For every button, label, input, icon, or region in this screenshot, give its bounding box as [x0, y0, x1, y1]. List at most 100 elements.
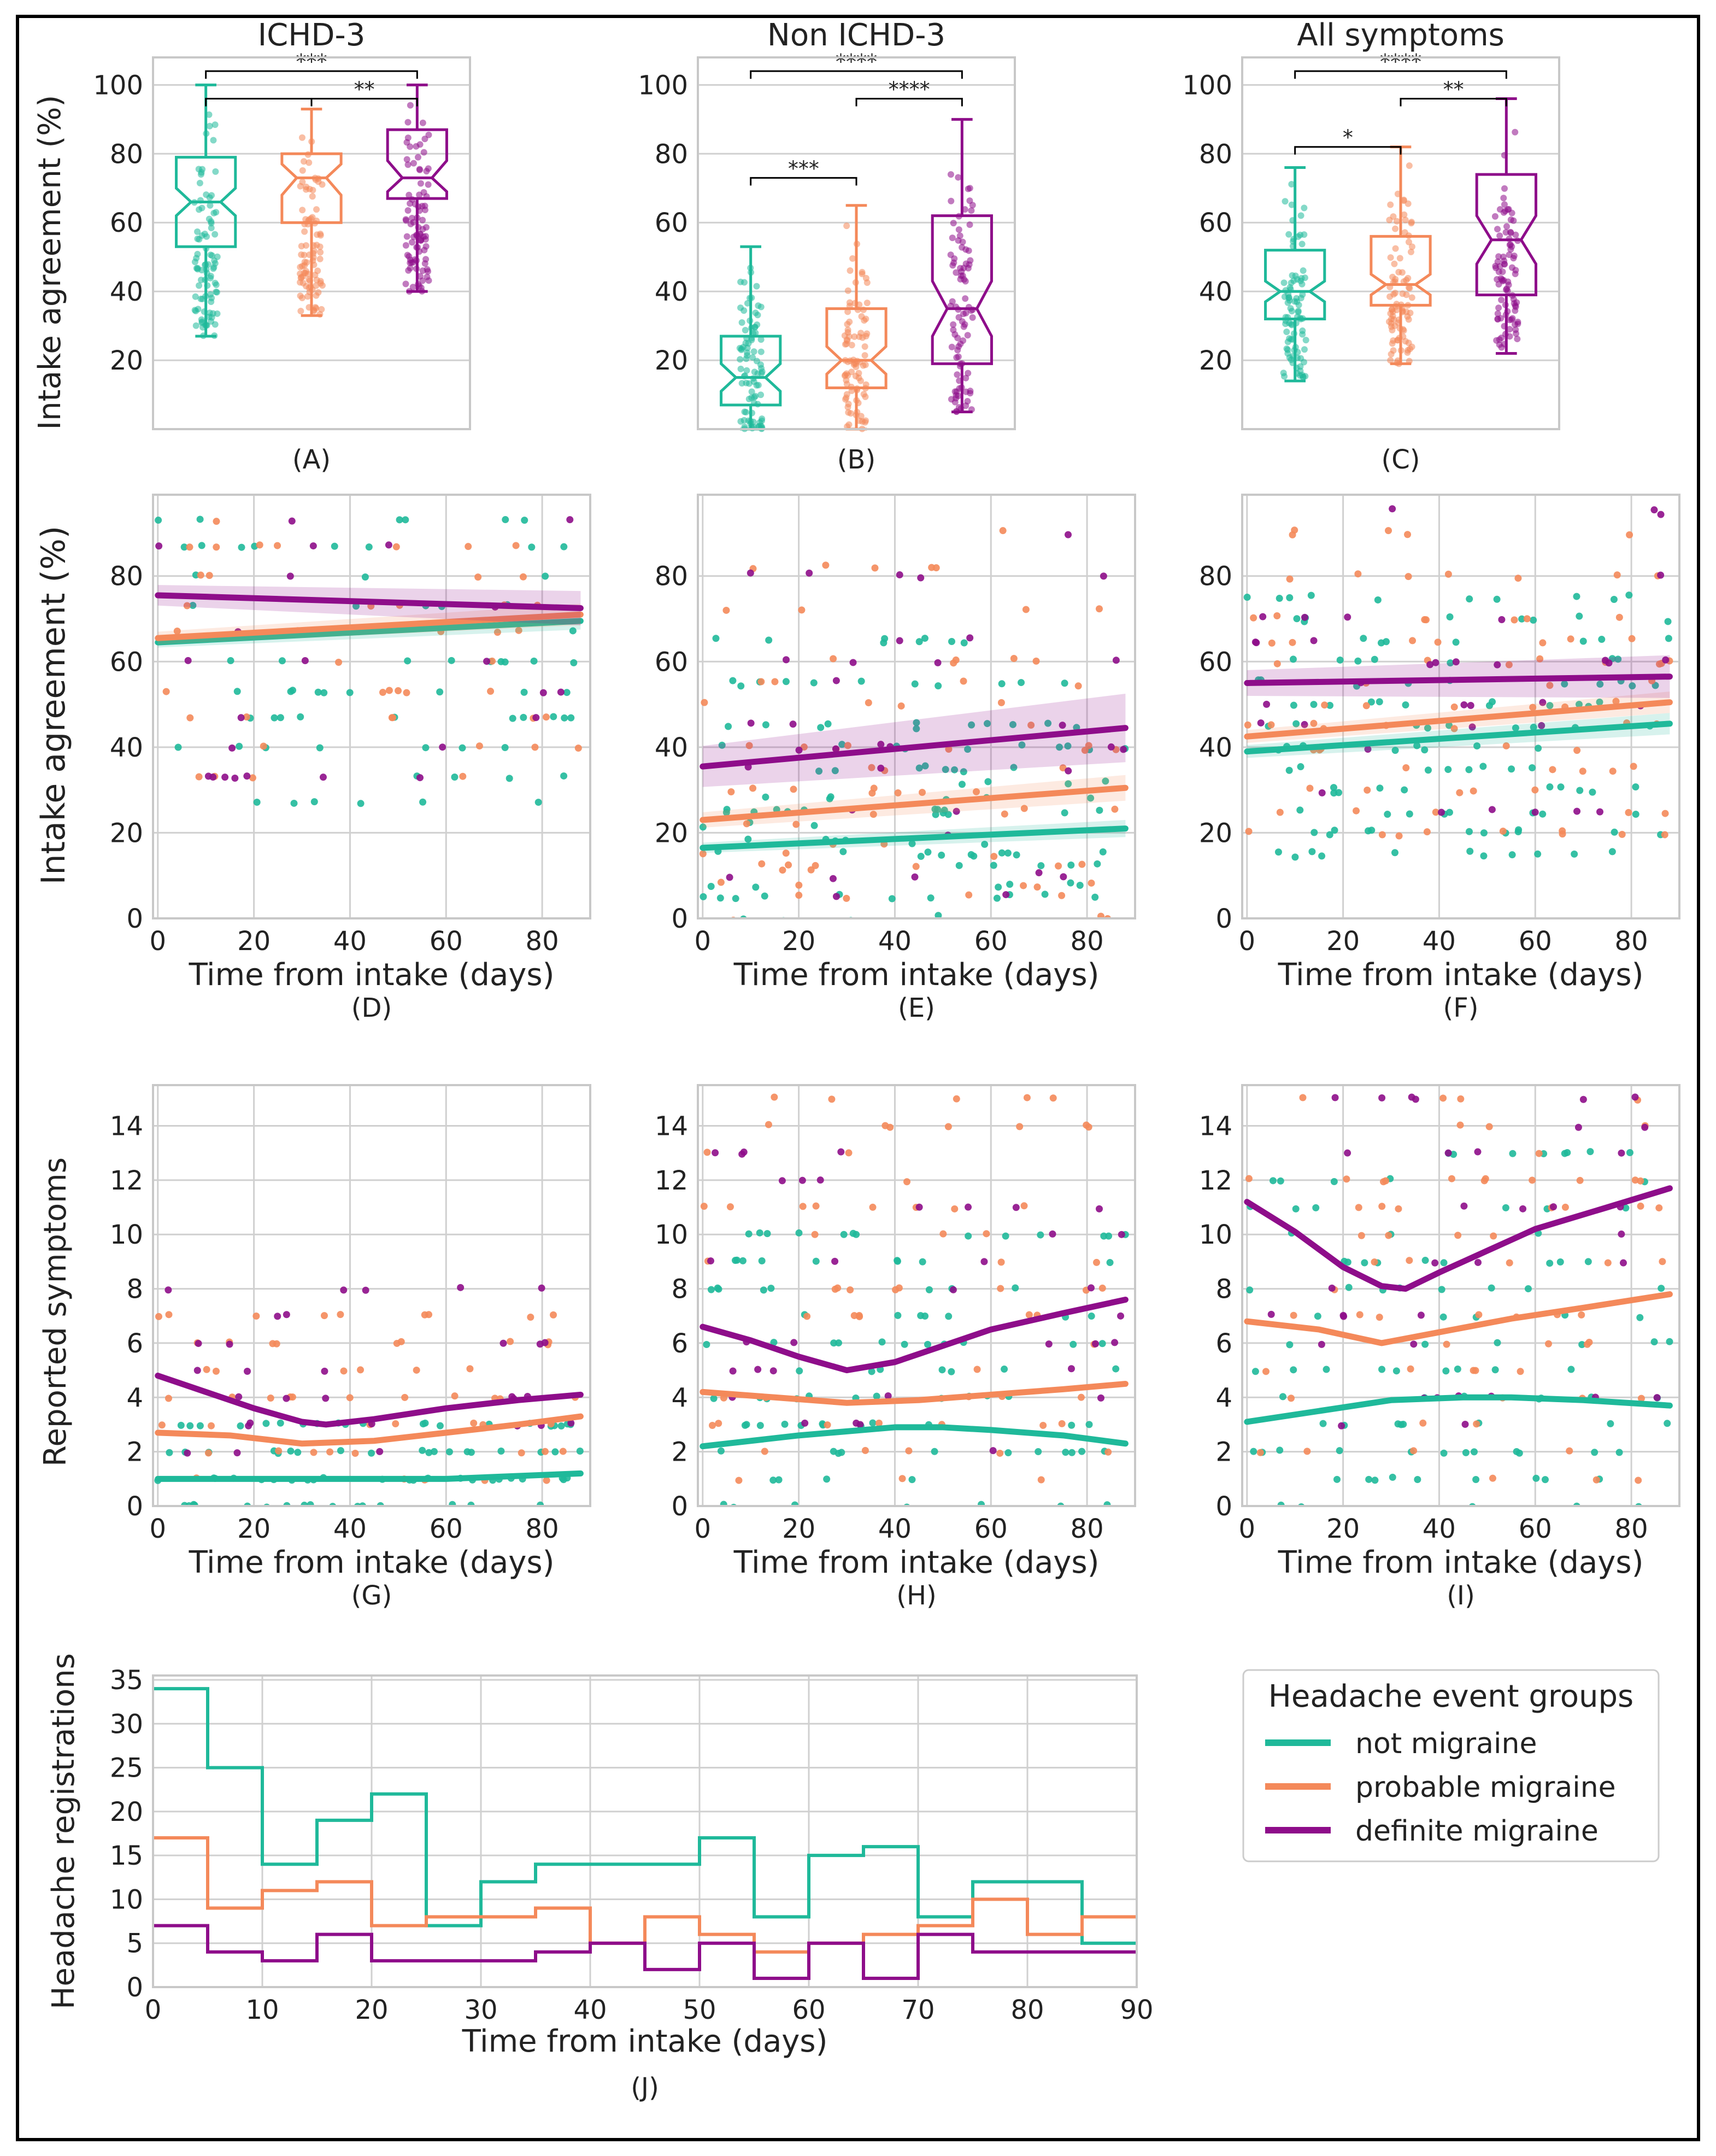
data-point — [1498, 296, 1505, 303]
panel-caption: (I) — [1447, 1580, 1475, 1611]
data-point — [771, 678, 779, 686]
data-point — [812, 862, 819, 869]
data-point — [796, 1367, 803, 1375]
data-point — [404, 161, 412, 168]
data-point — [309, 193, 316, 200]
data-point — [1025, 1311, 1033, 1319]
data-point — [487, 688, 495, 695]
data-point — [1336, 1447, 1343, 1455]
data-point — [998, 680, 1006, 688]
data-point — [954, 371, 961, 378]
data-point — [699, 850, 707, 858]
data-point — [221, 774, 229, 781]
data-point — [1505, 661, 1513, 669]
data-point — [1400, 327, 1407, 334]
data-point — [869, 1419, 877, 1427]
data-point — [1409, 637, 1417, 645]
data-point — [320, 1312, 328, 1320]
plot-frame-c — [1241, 56, 1560, 430]
plot-area-h — [698, 1085, 1135, 1506]
data-point — [1289, 638, 1296, 646]
data-point — [1393, 218, 1400, 225]
data-point — [1273, 612, 1281, 619]
data-point — [1296, 806, 1304, 814]
y-tick-label: 20 — [1199, 345, 1232, 376]
data-point — [208, 298, 215, 306]
data-point — [321, 1367, 328, 1375]
legend-title: Headache event groups — [1268, 1679, 1633, 1714]
data-point — [197, 295, 204, 302]
data-point — [566, 516, 574, 524]
data-point — [1037, 1231, 1044, 1239]
y-tick-label: 40 — [655, 277, 688, 307]
data-point — [1406, 1257, 1413, 1264]
data-point — [489, 657, 496, 665]
data-point — [1576, 787, 1584, 794]
data-point — [806, 569, 813, 577]
data-point — [1444, 570, 1452, 578]
data-point — [186, 714, 194, 722]
data-point — [1637, 1202, 1644, 1210]
data-point — [965, 1232, 972, 1240]
data-point — [948, 197, 955, 204]
data-point — [512, 542, 520, 549]
panel-caption: (G) — [351, 1580, 392, 1611]
data-point — [844, 321, 851, 328]
y-tick-label: 0 — [126, 1972, 143, 2003]
data-point — [1631, 1176, 1639, 1184]
data-point — [855, 374, 862, 382]
data-point — [782, 849, 790, 857]
x-tick-label: 60 — [1519, 1514, 1552, 1544]
points-probable-migraine — [1385, 162, 1415, 367]
data-point — [376, 1448, 384, 1455]
data-point — [1020, 1202, 1028, 1210]
data-point — [294, 1449, 302, 1456]
data-point — [835, 1339, 842, 1347]
data-point — [1068, 1421, 1076, 1429]
data-point — [915, 1203, 923, 1211]
data-point — [1389, 273, 1396, 280]
data-point — [934, 806, 942, 813]
data-point — [1286, 284, 1294, 291]
box-definite-migraine — [386, 128, 448, 200]
data-point — [945, 1313, 953, 1320]
data-point — [839, 848, 847, 856]
data-point — [1078, 1448, 1086, 1455]
data-point — [700, 1203, 708, 1210]
x-tick-label: 40 — [333, 1514, 367, 1544]
data-point — [1259, 613, 1267, 620]
data-point — [198, 542, 205, 549]
data-point — [1534, 850, 1542, 858]
data-point — [1310, 719, 1318, 727]
data-point — [894, 1311, 902, 1319]
data-point — [337, 1447, 344, 1455]
data-point — [748, 388, 755, 395]
data-point — [1389, 505, 1396, 513]
data-point — [527, 1314, 534, 1321]
data-point — [1596, 808, 1603, 816]
data-point — [983, 1230, 990, 1238]
data-point — [1364, 786, 1371, 794]
data-point — [561, 714, 568, 722]
data-point — [413, 1366, 420, 1374]
data-point — [1538, 722, 1545, 729]
data-point — [953, 392, 960, 399]
data-point — [738, 1150, 746, 1158]
data-point — [942, 766, 949, 774]
data-point — [959, 318, 966, 325]
data-point — [538, 1284, 545, 1292]
data-point — [1319, 1420, 1327, 1427]
data-point — [757, 336, 765, 343]
data-point — [416, 774, 424, 782]
data-point — [1601, 657, 1609, 664]
data-point — [1404, 200, 1412, 207]
data-point — [1579, 1095, 1587, 1103]
data-point — [1002, 891, 1010, 899]
data-point — [823, 1475, 831, 1483]
y-tick-label: 80 — [655, 561, 688, 592]
x-tick-label: 0 — [1239, 926, 1256, 957]
data-point — [1314, 1313, 1321, 1320]
data-point — [938, 851, 945, 859]
data-point — [862, 332, 869, 339]
